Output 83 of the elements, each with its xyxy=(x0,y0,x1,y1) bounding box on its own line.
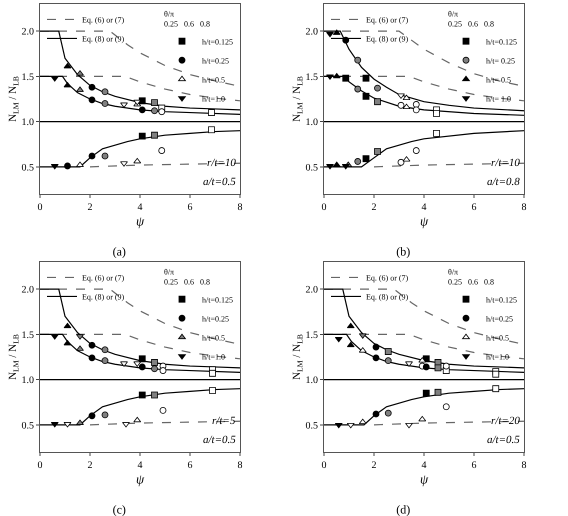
x-tick-label: 4 xyxy=(422,460,426,471)
x-tick-label: 8 xyxy=(238,460,242,471)
legend-label: h/t=0.125 xyxy=(486,295,517,304)
y-tick-label: 0.5 xyxy=(22,162,34,174)
text: 0.25 0.6 0.8 xyxy=(164,278,210,287)
x-tick-label: 6 xyxy=(472,460,476,471)
x-tick-label: 2 xyxy=(372,460,376,471)
y-tick-label: 0.5 xyxy=(22,420,34,432)
y-tick-label: 1.5 xyxy=(306,330,318,341)
text: 0.25 0.6 0.8 xyxy=(448,20,494,29)
x-tick-label: 6 xyxy=(188,460,192,471)
legend-label: h/t= 0.5 xyxy=(486,75,511,84)
y-tick-label: 1.5 xyxy=(22,330,34,341)
x-tick-label: 0 xyxy=(38,202,42,213)
legend-label: Eq. (8) or (9) xyxy=(82,34,125,44)
legend-label: h/t=0.125 xyxy=(486,37,517,46)
y-tick-label: 2.0 xyxy=(306,284,318,296)
legend-label: h/t=1.0 xyxy=(202,94,225,104)
legend-label: Eq. (6) or (7) xyxy=(82,16,125,25)
annotation: a/t=0.5 xyxy=(203,434,236,446)
y-tick-label: 1.5 xyxy=(306,72,318,83)
y-tick-label: 2.0 xyxy=(22,284,34,296)
text: 0.25 0.6 0.8 xyxy=(448,278,494,287)
x-axis-title: ψ xyxy=(136,472,145,487)
legend-label: h/t=0.5 xyxy=(202,333,225,342)
x-axis-title: ψ xyxy=(136,214,145,229)
x-tick-label: 0 xyxy=(38,460,42,471)
x-tick-label: 4 xyxy=(138,202,142,213)
annotation: r/t=10 xyxy=(207,157,236,169)
y-tick-label: 2.0 xyxy=(306,26,318,38)
legend-label: Eq. (6) or (7) xyxy=(82,274,125,283)
legend-label: h/t=0.125 xyxy=(202,295,233,304)
legend-title: θ/π xyxy=(164,9,174,18)
legend-label: h/t=0.125 xyxy=(202,37,233,46)
y-tick-label: 0.5 xyxy=(306,420,318,432)
legend-label: Eq. (8) or (9) xyxy=(82,292,125,302)
x-tick-label: 0 xyxy=(322,460,326,471)
x-tick-label: 2 xyxy=(88,460,92,471)
y-tick-label: 2.0 xyxy=(22,26,34,38)
text: (d) xyxy=(396,502,410,516)
legend-title: θ/π xyxy=(448,267,458,276)
legend-title: θ/π xyxy=(448,9,458,18)
x-axis-title: ψ xyxy=(420,472,429,487)
annotation: a/t=0.5 xyxy=(487,434,520,446)
annotation: r/t=20 xyxy=(491,415,520,427)
text: 0.25 0.6 0.8 xyxy=(164,20,210,29)
legend-label: h/t=1.0 xyxy=(486,352,509,362)
y-tick-label: 1.0 xyxy=(22,375,34,386)
legend-label: Eq. (8) or (9) xyxy=(366,34,409,44)
x-tick-label: 6 xyxy=(472,202,476,213)
text: (c) xyxy=(112,502,126,516)
legend-label: h/t=0.5 xyxy=(486,333,509,342)
legend-label: Eq. (8) or (9) xyxy=(366,292,409,302)
y-tick-label: 1.0 xyxy=(306,375,318,386)
x-tick-label: 2 xyxy=(372,202,376,213)
legend-label: h/t=0.5 xyxy=(202,75,225,84)
y-tick-label: 1.0 xyxy=(22,117,34,128)
annotation: r/t=5 xyxy=(212,415,236,427)
x-axis-title: ψ xyxy=(420,214,429,229)
legend-label: h/t=0.25 xyxy=(486,314,513,324)
annotation: a/t=0.8 xyxy=(487,176,520,188)
x-tick-label: 0 xyxy=(322,202,326,213)
x-tick-label: 8 xyxy=(522,460,526,471)
y-tick-label: 1.0 xyxy=(306,117,318,128)
text: (a) xyxy=(112,244,126,258)
annotation: a/t=0.5 xyxy=(203,176,236,188)
text: (b) xyxy=(396,244,410,258)
legend-label: h/t=0.25 xyxy=(202,314,229,324)
x-tick-label: 4 xyxy=(138,460,142,471)
legend-label: Eq. (6) or (7) xyxy=(366,274,409,283)
legend-title: θ/π xyxy=(164,267,174,276)
y-tick-label: 1.5 xyxy=(22,72,34,83)
y-tick-label: 0.5 xyxy=(306,162,318,174)
legend-label: h/t= 0.25 xyxy=(486,56,515,66)
x-tick-label: 6 xyxy=(188,202,192,213)
x-tick-label: 8 xyxy=(238,202,242,213)
annotation: r/t=10 xyxy=(491,157,520,169)
x-tick-label: 2 xyxy=(88,202,92,213)
legend-label: h/t=1.0 xyxy=(202,352,225,362)
x-tick-label: 4 xyxy=(422,202,426,213)
legend-label: h/t=0.25 xyxy=(202,56,229,66)
x-tick-label: 8 xyxy=(522,202,526,213)
legend-label: Eq. (6) or (7) xyxy=(366,16,409,25)
